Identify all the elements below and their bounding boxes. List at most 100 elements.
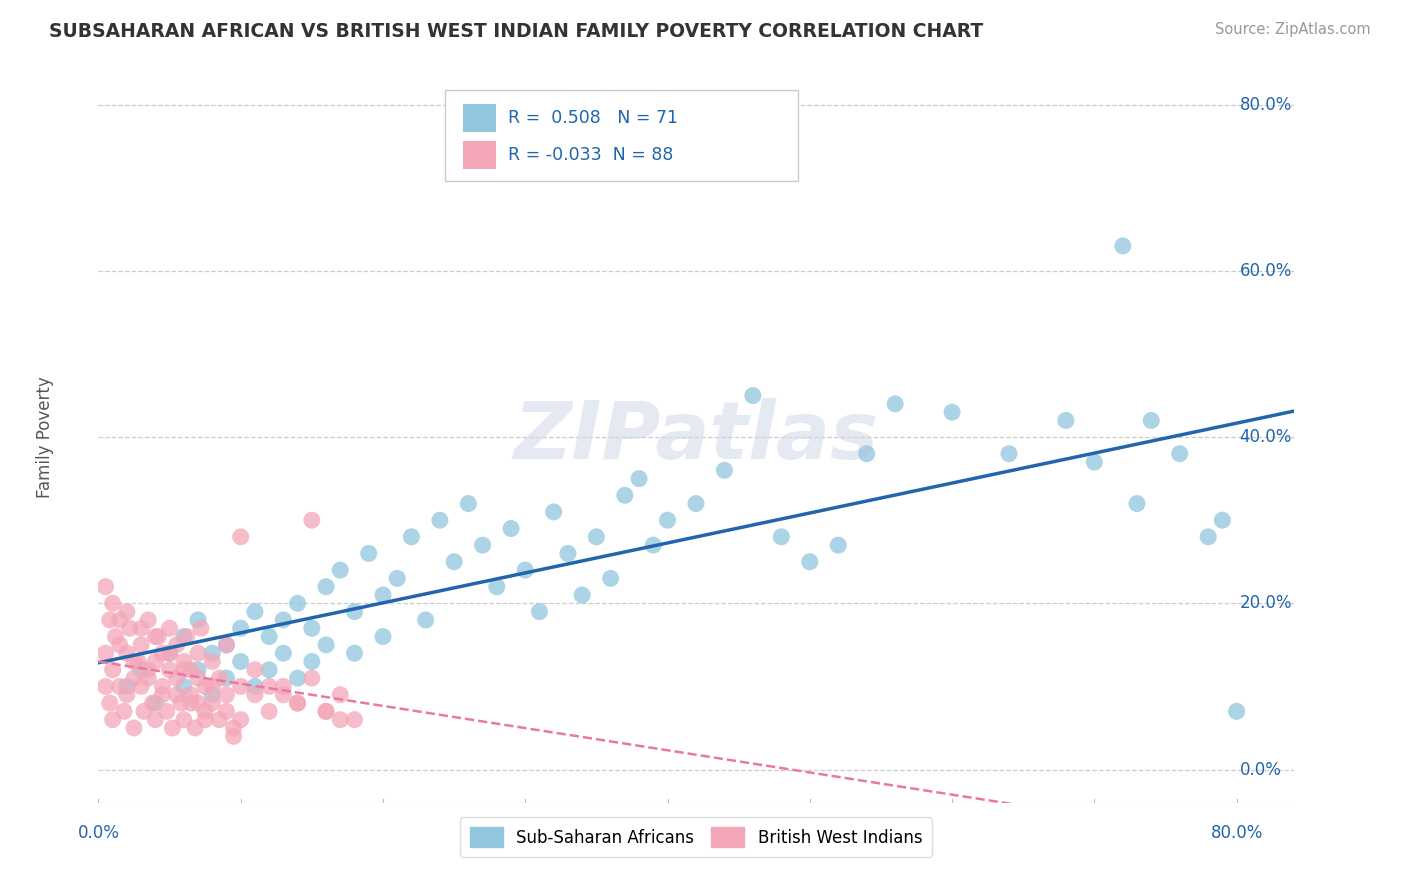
Point — [884, 397, 907, 411]
Point — [443, 555, 465, 569]
FancyBboxPatch shape — [446, 90, 797, 181]
Point — [201, 646, 224, 660]
Point — [941, 405, 963, 419]
Point — [301, 671, 323, 685]
Point — [152, 680, 174, 694]
Point — [301, 621, 323, 635]
Point — [201, 696, 224, 710]
Point — [257, 680, 280, 694]
Point — [166, 671, 188, 685]
Point — [122, 655, 145, 669]
Point — [329, 563, 352, 577]
Point — [129, 680, 152, 694]
Point — [329, 688, 352, 702]
Point — [273, 680, 295, 694]
Point — [770, 530, 793, 544]
Point — [1168, 447, 1191, 461]
Point — [180, 688, 202, 702]
Point — [287, 696, 309, 710]
Text: 80.0%: 80.0% — [1240, 95, 1292, 113]
Point — [159, 646, 181, 660]
Point — [343, 713, 366, 727]
Point — [257, 663, 280, 677]
Point — [173, 630, 195, 644]
Point — [613, 488, 636, 502]
Point — [129, 638, 152, 652]
Point — [162, 721, 184, 735]
Point — [108, 680, 131, 694]
Text: R = -0.033  N = 88: R = -0.033 N = 88 — [509, 145, 673, 164]
Point — [94, 646, 117, 660]
Point — [222, 721, 245, 735]
Point — [187, 613, 209, 627]
Point — [108, 613, 131, 627]
Point — [315, 705, 337, 719]
Text: Source: ZipAtlas.com: Source: ZipAtlas.com — [1215, 22, 1371, 37]
Point — [184, 721, 207, 735]
Point — [101, 713, 124, 727]
Point — [329, 713, 352, 727]
Point — [187, 696, 209, 710]
Text: 80.0%: 80.0% — [1211, 823, 1263, 841]
Point — [194, 713, 217, 727]
Point — [156, 705, 179, 719]
Point — [1083, 455, 1105, 469]
Point — [799, 555, 821, 569]
Point — [315, 580, 337, 594]
Point — [485, 580, 508, 594]
Point — [208, 713, 231, 727]
Point — [1140, 413, 1163, 427]
Point — [273, 613, 295, 627]
Text: 60.0%: 60.0% — [1240, 262, 1292, 280]
Point — [515, 563, 537, 577]
Point — [176, 630, 198, 644]
Point — [713, 463, 735, 477]
Point — [243, 688, 266, 702]
Text: ZIPatlas: ZIPatlas — [513, 398, 879, 476]
Point — [94, 680, 117, 694]
Point — [187, 663, 209, 677]
Point — [685, 497, 707, 511]
Point — [122, 721, 145, 735]
Point — [471, 538, 494, 552]
Point — [229, 680, 252, 694]
Point — [108, 638, 131, 652]
Text: SUBSAHARAN AFRICAN VS BRITISH WEST INDIAN FAMILY POVERTY CORRELATION CHART: SUBSAHARAN AFRICAN VS BRITISH WEST INDIA… — [49, 22, 983, 41]
Point — [152, 646, 174, 660]
Point — [194, 680, 217, 694]
Point — [143, 655, 166, 669]
Point — [998, 447, 1021, 461]
Point — [229, 713, 252, 727]
Point — [257, 630, 280, 644]
Point — [301, 655, 323, 669]
Point — [215, 638, 238, 652]
Point — [104, 630, 127, 644]
Point — [148, 630, 170, 644]
Point — [115, 646, 138, 660]
Point — [429, 513, 451, 527]
Point — [201, 655, 224, 669]
Point — [222, 729, 245, 743]
Point — [229, 655, 252, 669]
Point — [187, 671, 209, 685]
Point — [628, 472, 651, 486]
Point — [201, 680, 224, 694]
Point — [115, 688, 138, 702]
Point — [152, 688, 174, 702]
Point — [132, 705, 155, 719]
Point — [159, 646, 181, 660]
Point — [543, 505, 565, 519]
Point — [101, 596, 124, 610]
Point — [136, 671, 159, 685]
Text: Family Poverty: Family Poverty — [35, 376, 53, 498]
Point — [159, 621, 181, 635]
Point — [343, 605, 366, 619]
Point — [385, 571, 409, 585]
Point — [98, 696, 121, 710]
Point — [585, 530, 607, 544]
Point — [143, 630, 166, 644]
Point — [190, 621, 212, 635]
Point — [101, 663, 124, 677]
Point — [129, 663, 152, 677]
Point — [127, 655, 149, 669]
